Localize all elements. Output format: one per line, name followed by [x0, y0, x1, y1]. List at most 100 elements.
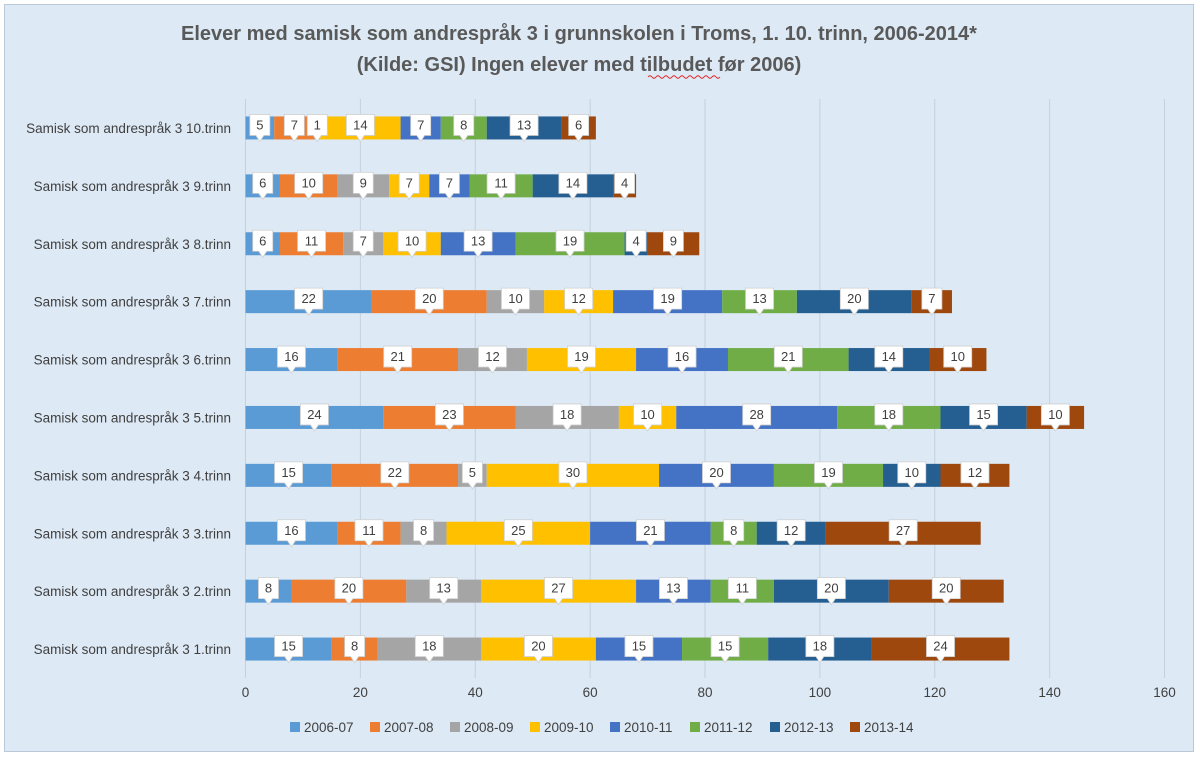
- callout-box: [552, 403, 582, 432]
- data-label-callout: 15: [274, 635, 303, 664]
- legend-label: 2010-11: [624, 720, 673, 735]
- data-label-callout: 4: [625, 229, 647, 258]
- legend-swatch: [850, 722, 860, 732]
- callout-box: [567, 345, 596, 374]
- data-label-callout: 11: [727, 577, 757, 606]
- data-label-callout: 16: [277, 519, 306, 548]
- data-label-callout: 15: [969, 403, 998, 432]
- legend-swatch: [690, 722, 700, 732]
- data-label-callout: 24: [926, 635, 955, 664]
- data-label: 15: [718, 639, 732, 654]
- data-label: 6: [259, 233, 266, 248]
- data-label-callout: 6: [252, 171, 274, 201]
- data-label: 12: [485, 349, 499, 364]
- data-label-callout: 14: [874, 345, 904, 374]
- callout-box: [283, 114, 305, 143]
- data-label: 20: [342, 581, 356, 596]
- data-label-callout: 19: [814, 461, 843, 490]
- data-label: 14: [566, 175, 580, 190]
- callout-box: [297, 229, 326, 258]
- callout-box: [334, 577, 364, 606]
- callout-box: [624, 635, 654, 664]
- callout-box: [960, 461, 990, 490]
- data-label: 10: [905, 465, 919, 480]
- data-label-callout: 7: [439, 171, 460, 201]
- callout-box: [453, 114, 475, 143]
- data-label-callout: 1: [306, 114, 328, 143]
- data-label-callout: 6: [252, 229, 274, 258]
- callout-box: [659, 577, 688, 606]
- legend-item: 2012-13: [770, 720, 834, 735]
- data-label-callout: 16: [277, 345, 306, 374]
- data-label: 10: [508, 291, 522, 306]
- data-label-callout: 12: [564, 287, 594, 316]
- x-tick-label: 40: [468, 685, 483, 700]
- category-label: Samisk som andrespråk 3 4.trinn: [34, 468, 231, 483]
- data-label: 5: [469, 465, 476, 480]
- data-label-callout: 8: [723, 519, 745, 548]
- callout-box: [555, 229, 585, 258]
- data-label: 13: [471, 233, 485, 248]
- data-label: 18: [882, 407, 896, 422]
- callout-box: [398, 171, 420, 201]
- callout-box: [874, 345, 904, 374]
- callout-box: [773, 345, 803, 374]
- x-tick-label: 160: [1153, 685, 1176, 700]
- callout-box: [397, 229, 427, 258]
- data-label-callout: 23: [435, 403, 464, 432]
- chart-frame: Elever med samisk som andrespråk 3 i gru…: [4, 4, 1194, 752]
- data-label-callout: 10: [633, 403, 662, 432]
- callout-box: [277, 345, 306, 374]
- data-label: 18: [560, 407, 574, 422]
- data-label-callout: 7: [283, 114, 305, 143]
- legend-item: 2010-11: [610, 720, 673, 735]
- callout-box: [294, 287, 324, 316]
- callout-box: [776, 519, 806, 548]
- data-label-callout: 8: [453, 114, 475, 143]
- callout-box: [710, 635, 740, 664]
- category-label: Samisk som andrespråk 3 7.trinn: [34, 295, 231, 310]
- callout-box: [1040, 403, 1070, 432]
- callout-box: [558, 171, 588, 201]
- x-tick-label: 140: [1038, 685, 1061, 700]
- data-label-callout: 20: [334, 577, 364, 606]
- data-label-callout: 13: [429, 577, 459, 606]
- data-label: 7: [360, 233, 367, 248]
- callout-box: [383, 345, 413, 374]
- data-label: 23: [442, 407, 456, 422]
- data-label: 11: [305, 233, 319, 248]
- legend-swatch: [610, 722, 620, 732]
- callout-box: [410, 114, 432, 143]
- data-label-callout: 12: [960, 461, 990, 490]
- data-label: 4: [632, 233, 639, 248]
- callout-box: [524, 635, 553, 664]
- data-label: 11: [494, 175, 508, 190]
- callout-box: [897, 461, 927, 490]
- x-tick-label: 60: [583, 685, 598, 700]
- legend-item: 2011-12: [690, 720, 753, 735]
- data-label-callout: 13: [745, 287, 774, 316]
- legend-label: 2007-08: [384, 720, 434, 735]
- data-label-callout: 20: [414, 287, 444, 316]
- callout-box: [486, 171, 516, 201]
- data-label: 15: [632, 639, 646, 654]
- data-label: 7: [446, 175, 453, 190]
- data-label-callout: 7: [410, 114, 432, 143]
- callout-box: [723, 519, 745, 548]
- data-label: 20: [824, 581, 838, 596]
- data-label: 10: [1048, 407, 1062, 422]
- data-label: 14: [353, 117, 367, 132]
- category-label: Samisk som andrespråk 3 10.trinn: [26, 121, 231, 136]
- data-label: 11: [736, 581, 750, 596]
- legend-label: 2006-07: [304, 720, 354, 735]
- data-label: 19: [563, 233, 577, 248]
- callout-box: [439, 171, 460, 201]
- data-label-callout: 12: [478, 345, 507, 374]
- data-label-callout: 18: [874, 403, 904, 432]
- legend-item: 2007-08: [370, 720, 434, 735]
- callout-box: [614, 171, 635, 201]
- callout-box: [463, 229, 493, 258]
- callout-box: [277, 519, 306, 548]
- callout-box: [544, 577, 573, 606]
- chart-title-line-2: (Kilde: GSI) Ingen elever med tilbudet f…: [357, 54, 802, 76]
